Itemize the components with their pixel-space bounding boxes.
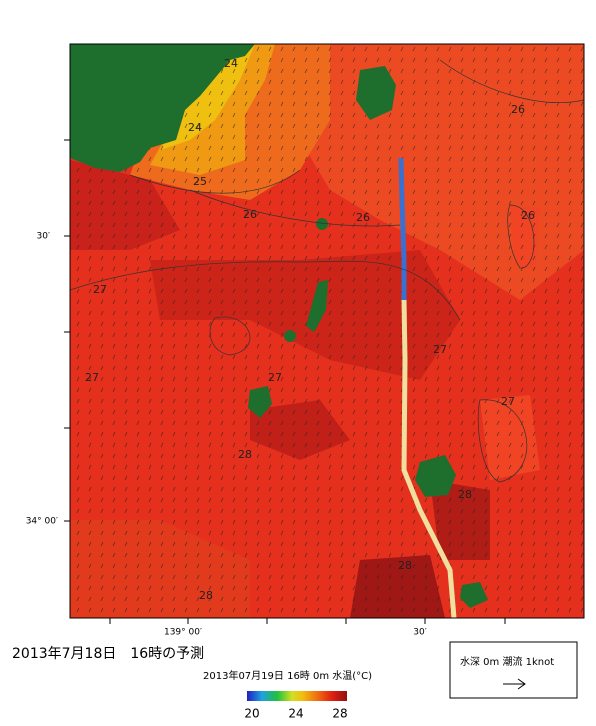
contour-label: 26 xyxy=(356,211,370,224)
colorbar-label: 28 xyxy=(332,707,347,721)
title: 2013年7月18日 16時の予測 xyxy=(12,646,204,662)
colorbar xyxy=(247,691,347,701)
contour-label: 28 xyxy=(238,448,252,461)
legend-arrow xyxy=(503,678,526,690)
contour-label: 27 xyxy=(433,343,447,356)
contour-label: 24 xyxy=(224,57,238,70)
contour-label: 24 xyxy=(188,121,202,134)
contour-label: 26 xyxy=(511,103,525,116)
lat-label: 30′ xyxy=(37,232,51,242)
legend-text: 水深 0m 潮流 1knot xyxy=(460,655,554,668)
legend-box xyxy=(449,641,578,699)
contour-label: 27 xyxy=(85,371,99,384)
lat-label: 34° 00′ xyxy=(26,517,58,527)
colorbar-label: 24 xyxy=(288,707,303,721)
contour-label: 27 xyxy=(93,283,107,296)
contour-label: 26 xyxy=(521,209,535,222)
lon-label: 30′ xyxy=(413,628,427,638)
colorbar-label: 20 xyxy=(244,707,259,721)
contour-label: 26 xyxy=(243,208,257,221)
axis-ticks xyxy=(64,139,506,624)
lon-label: 139° 00′ xyxy=(164,628,202,638)
contour-label: 28 xyxy=(458,488,472,501)
contour-label: 28 xyxy=(199,589,213,602)
contour-labels: 24 24 25 26 26 26 26 27 27 27 27 27 28 28 28 28 xyxy=(85,57,535,602)
contour-label: 27 xyxy=(268,371,282,384)
map-area xyxy=(70,44,584,618)
contour-label: 28 xyxy=(398,559,412,572)
subtitle: 2013年07月19日 16時 0m 水温(°C) xyxy=(203,669,372,682)
map-frame xyxy=(69,43,585,619)
contour-label: 27 xyxy=(501,395,515,408)
contour-label: 25 xyxy=(193,175,207,188)
